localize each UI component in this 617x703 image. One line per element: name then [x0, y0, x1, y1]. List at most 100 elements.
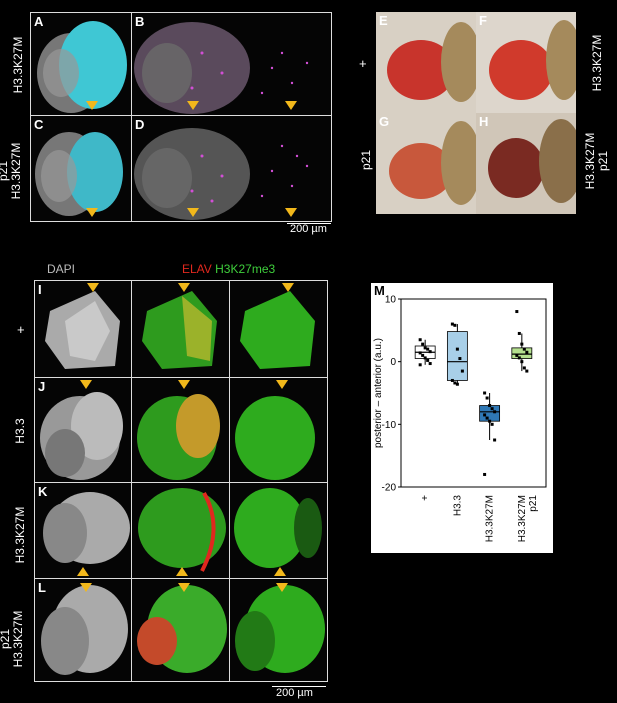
panel-label-H: H [479, 114, 489, 129]
data-point [483, 391, 487, 395]
arrowhead-icon [187, 101, 199, 110]
panel-A: A [30, 12, 132, 116]
category-label-line: H3.3 [452, 495, 463, 517]
category-label-line: + [420, 495, 431, 501]
top-right-figure: E F G H [376, 12, 583, 214]
panel-L-merge [131, 578, 230, 682]
data-point [453, 381, 457, 385]
data-point [418, 338, 422, 342]
data-point [515, 310, 519, 314]
panel-J-merge [131, 377, 230, 483]
data-point [483, 413, 487, 417]
col-header-elav: ELAV [182, 262, 212, 276]
data-point [490, 422, 494, 426]
scale-label: 200 µm [290, 223, 327, 235]
data-point [450, 378, 454, 382]
arrowhead-icon [285, 101, 297, 110]
panel-L-h3k27me3 [229, 578, 328, 682]
panel-label-A: A [34, 14, 44, 29]
panel-F: F [476, 12, 582, 113]
box-1 [446, 331, 468, 381]
arrowhead-icon [86, 208, 98, 217]
scale-bar [272, 686, 326, 687]
data-point [493, 410, 497, 414]
data-point [525, 369, 529, 373]
data-point [421, 353, 425, 357]
box-2 [479, 405, 501, 422]
chart-panel-M: M 10 0 -10 -20 posterior – anterior (a.u.) + H3… [371, 283, 553, 553]
data-point [418, 351, 422, 355]
arrowhead-icon [285, 208, 297, 217]
y-axis-label: posterior – anterior (a.u.) [373, 338, 384, 448]
panel-label-G: G [379, 114, 390, 129]
scale-bar [287, 223, 331, 224]
row-label-H3.3: H3.3 [13, 418, 27, 444]
category-label: H3.3K27M [485, 495, 496, 542]
data-point [428, 350, 432, 354]
panel-E: E [376, 12, 481, 113]
panel-B: B [131, 12, 332, 116]
y-tick-label: -10 [382, 420, 397, 431]
data-point [517, 356, 521, 360]
panel-H: H [476, 113, 583, 214]
arrowhead-icon [178, 583, 190, 592]
image-D [134, 128, 309, 220]
arrowhead-icon [282, 283, 294, 292]
data-point [485, 416, 489, 420]
panel-K-h3k27me3 [229, 482, 328, 579]
arrowhead-icon [276, 583, 288, 592]
data-point [488, 404, 492, 408]
data-point [426, 347, 430, 351]
panel-label-B: B [135, 14, 145, 29]
panel-label-E: E [379, 13, 388, 28]
bottom-left-figure: I J K L [34, 280, 328, 682]
data-point [423, 346, 427, 350]
data-point [485, 396, 489, 400]
panel-label-D: D [135, 117, 145, 132]
data-point [483, 472, 487, 476]
panel-L-dapi: L [34, 578, 132, 682]
image-A [37, 21, 127, 113]
category-label: H3.3K27M p21 [517, 495, 539, 543]
data-point [421, 342, 425, 346]
box-3 [511, 347, 533, 359]
panel-I-h3k27me3 [229, 280, 328, 378]
arrowhead-icon [274, 567, 286, 576]
panel-label-I: I [38, 282, 42, 297]
data-point [418, 363, 422, 367]
arrowhead-icon [77, 567, 89, 576]
y-tick-label: 10 [385, 295, 397, 306]
plot-frame [400, 298, 547, 488]
data-point [458, 357, 462, 361]
category-label: + [420, 495, 431, 501]
y-tick-label: -20 [382, 483, 397, 494]
arrowhead-icon [176, 567, 188, 576]
panel-label-F: F [479, 13, 487, 28]
panel-G: G [376, 113, 481, 214]
panel-I-merge [131, 280, 230, 378]
category-label-line: H3.3K27M [517, 495, 528, 542]
panel-K-dapi: K [34, 482, 132, 579]
panel-C: C [30, 115, 132, 222]
arrowhead-icon [178, 380, 190, 389]
data-point [490, 407, 494, 411]
col-header-h3k27me3: H3K27me3 [215, 262, 276, 276]
data-point [517, 331, 521, 335]
panel-label-K: K [38, 484, 48, 499]
panel-label-J: J [38, 379, 46, 394]
row-label-plus: + [17, 322, 25, 337]
data-point [520, 342, 524, 346]
arrowhead-icon [87, 283, 99, 292]
arrowhead-icon [187, 208, 199, 217]
row-label-p21-H3.3K27M: p21 H3.3K27M [0, 142, 23, 200]
row-label-H3.3K27M: H3.3K27M [11, 36, 25, 94]
panel-label-M: M [374, 283, 385, 298]
panel-D: D [131, 115, 332, 222]
right-label-H3.3K27M: H3.3K27M [590, 34, 604, 92]
y-tick-label: 0 [390, 357, 396, 368]
arrowhead-icon [80, 583, 92, 592]
data-point [520, 360, 524, 364]
arrowhead-icon [178, 283, 190, 292]
left-label-plus: + [359, 56, 367, 71]
panel-J-dapi: J [34, 377, 132, 483]
